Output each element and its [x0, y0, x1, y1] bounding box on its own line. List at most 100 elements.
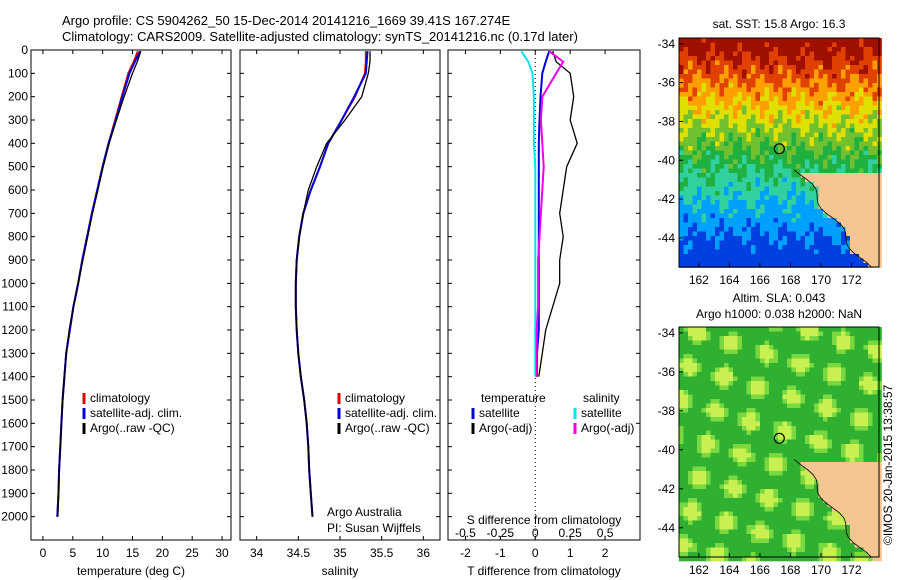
sla-map-cell: [823, 327, 828, 332]
sst-map-cell: [787, 38, 792, 43]
sla-map-cell: [706, 529, 711, 535]
sst-map-cell: [805, 146, 810, 151]
sst-map-cell: [796, 123, 801, 129]
sst-map-cell: [850, 186, 855, 192]
sla-map-cell: [697, 408, 702, 413]
sst-map-cell: [769, 200, 774, 205]
sst-map-cell: [733, 258, 738, 264]
sla-map-cell: [706, 412, 711, 418]
sla-map-cell: [697, 516, 702, 521]
sst-map-cell: [872, 177, 878, 183]
sst-map-cell: [692, 101, 698, 106]
sst-map-cell: [841, 96, 846, 102]
sla-map-cell: [809, 552, 815, 557]
sla-map-cell: [760, 547, 765, 553]
sst-map-cell: [692, 258, 698, 264]
sla-map-cell: [827, 408, 833, 413]
sla-map-cell: [841, 345, 846, 350]
sla-map-cell: [683, 484, 689, 490]
sla-map-cell: [809, 435, 815, 440]
sst-map-cell: [832, 245, 837, 250]
sst-map-cell: [719, 159, 725, 165]
sla-map-cell: [782, 529, 788, 535]
sla-map-cell: [859, 529, 864, 535]
sst-map-cell: [733, 222, 738, 228]
sla-map-cell: [733, 453, 738, 458]
sla-map-cell: [760, 471, 765, 476]
sst-map-cell: [850, 38, 855, 43]
sst-map-cell: [692, 236, 698, 241]
sla-map-cell: [679, 457, 684, 463]
sla-map-cell: [688, 480, 693, 485]
sst-map-cell: [787, 101, 792, 106]
sst-map-cell: [805, 105, 810, 111]
sla-map-cell: [737, 399, 743, 404]
sst-map-cell: [800, 249, 806, 255]
sst-map-cell: [854, 96, 860, 102]
sst-map-cell: [854, 231, 860, 237]
sla-map-cell: [764, 394, 770, 400]
sst-map-cell: [733, 92, 738, 97]
sla-map-cell: [679, 498, 684, 503]
sst-map-cell: [863, 101, 869, 106]
sla-map-cell: [818, 363, 824, 368]
sla-map-cell: [841, 336, 846, 341]
salinity-legend-label: Argo(..raw -QC): [345, 421, 430, 435]
sla-map-cell: [859, 345, 864, 350]
sst-map-cell: [832, 155, 837, 160]
sst-map-cell: [845, 42, 851, 48]
sst-map-cell: [769, 155, 774, 160]
sla-map-cell: [733, 484, 738, 490]
sla-map-cell: [737, 538, 743, 544]
sst-map-cell: [755, 191, 761, 196]
sst-map-cell: [796, 177, 801, 183]
sst-map-cell: [769, 78, 774, 84]
sst-map-cell: [832, 249, 837, 255]
sst-map-cell: [796, 137, 801, 142]
sla-map-cell: [787, 516, 792, 521]
sla-map-cell: [728, 421, 734, 427]
sst-map-cell: [863, 191, 869, 196]
sla-map-cell: [697, 462, 702, 467]
sst-map-cell: [827, 222, 833, 228]
sst-map-cell: [706, 231, 711, 237]
sla-map-cell: [755, 484, 761, 490]
sla-map-cell: [746, 489, 752, 494]
sst-map-cell: [841, 168, 846, 174]
sla-map-cell: [818, 403, 824, 409]
sst-map-cell: [683, 141, 689, 147]
sst-map-cell: [746, 146, 752, 151]
sla-map-cell: [701, 498, 707, 503]
sst-map-cell: [679, 101, 684, 106]
sst-map-cell: [742, 74, 747, 79]
sla-map-cell: [778, 331, 783, 337]
sst-map-cell: [787, 87, 792, 93]
sla-map-cell: [692, 493, 698, 499]
sla-map-cell: [796, 471, 801, 476]
sla-map-cell: [679, 439, 684, 445]
sst-map-cell: [782, 245, 788, 250]
sla-map-cell: [823, 426, 828, 431]
sla-map-cell: [854, 430, 860, 436]
sla-map-cell: [805, 408, 810, 413]
sla-map-cell: [773, 435, 779, 440]
sst-map-cell: [683, 200, 689, 205]
sst-map-cell: [706, 110, 711, 115]
sst-map-cell: [764, 227, 770, 232]
sla-map-cell: [782, 502, 788, 508]
sla-map-cell: [737, 381, 743, 386]
sst-map-cell: [697, 83, 702, 88]
sla-map-cell: [778, 367, 783, 373]
sst-map-cell: [863, 119, 869, 124]
sst-map-cell: [809, 213, 815, 219]
sst-map-cell: [755, 114, 761, 120]
sst-map-cell: [719, 69, 725, 75]
sla-map-cell: [679, 502, 684, 508]
sla-map-cell: [787, 340, 792, 346]
sst-map-cell: [724, 213, 729, 219]
sla-map-cell: [800, 403, 806, 409]
sst-map-cell: [719, 164, 725, 169]
sst-map-cell: [742, 132, 747, 138]
sst-map-cell: [841, 87, 846, 93]
sst-map-cell: [800, 231, 806, 237]
